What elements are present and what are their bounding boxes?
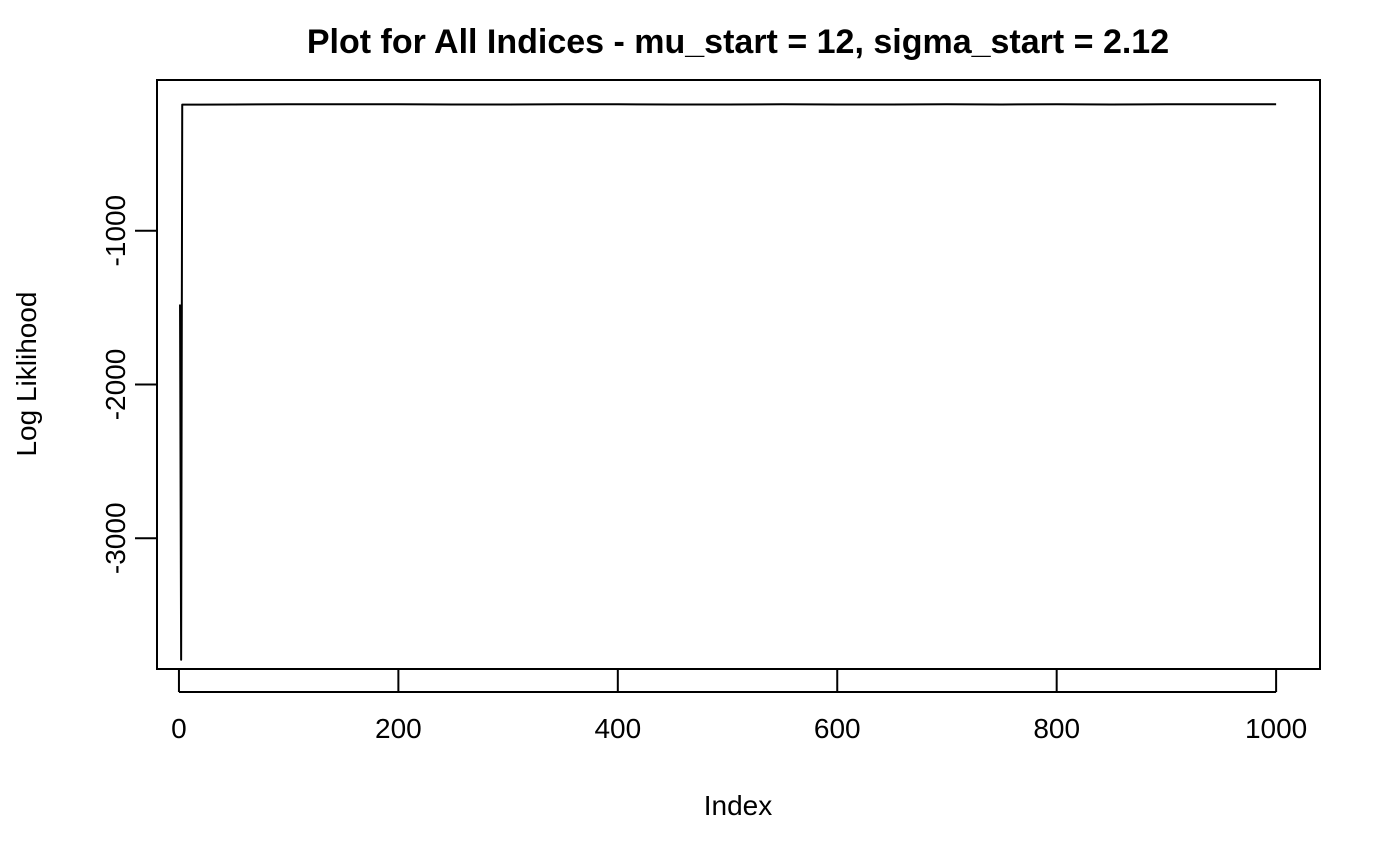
x-tick-label: 0: [171, 713, 187, 744]
y-axis: -1000 -2000 -3000: [100, 195, 158, 574]
plot-frame: [156, 79, 1321, 670]
x-tick-label: 200: [375, 713, 422, 744]
x-tick-label: 600: [814, 713, 861, 744]
y-tick-label: -3000: [100, 502, 131, 574]
y-tick-label: -1000: [100, 195, 131, 267]
series-line: [179, 103, 1277, 661]
x-axis: 0 200 400 600 800 1000: [171, 670, 1307, 744]
y-tick-label: -2000: [100, 349, 131, 421]
x-tick-label: 400: [594, 713, 641, 744]
x-axis-label: Index: [704, 790, 773, 821]
y-axis-label: Log Liklihood: [11, 291, 42, 456]
chart-title: Plot for All Indices - mu_start = 12, si…: [307, 23, 1169, 61]
x-tick-label: 800: [1033, 713, 1080, 744]
series-layer: [179, 103, 1277, 661]
x-tick-label: 1000: [1245, 713, 1307, 744]
